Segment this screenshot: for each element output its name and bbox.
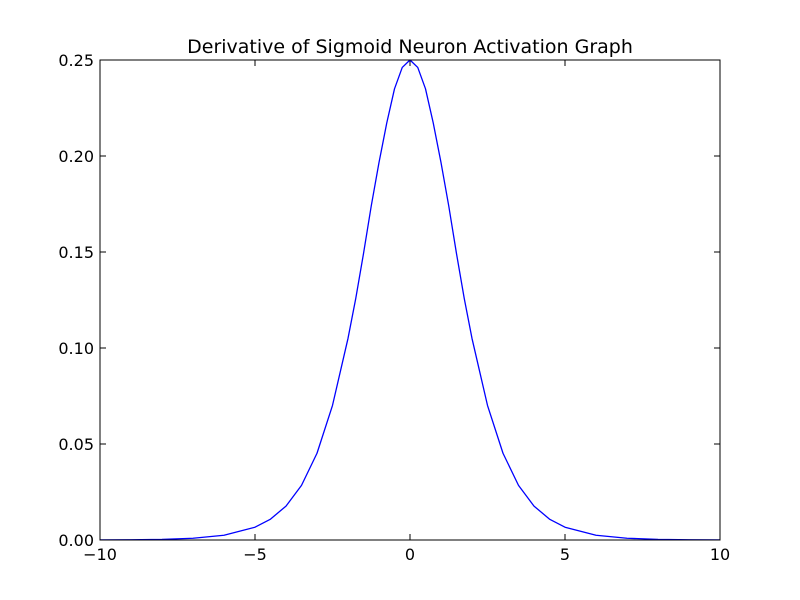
x-tick-label: 0: [405, 545, 415, 564]
x-tick-label: −10: [83, 545, 117, 564]
x-tick-label: 5: [560, 545, 570, 564]
y-tick-label: 0.15: [58, 243, 94, 262]
axis-ticks: [99, 59, 721, 541]
axis-tick-labels: −10 −5 0 5 10 0.00 0.05 0.10 0.15 0.20 0.25: [58, 51, 730, 564]
y-tick-label: 0.00: [58, 531, 94, 550]
y-tick-label: 0.10: [58, 339, 94, 358]
plot-frame: [99, 59, 721, 541]
y-tick-label: 0.05: [58, 435, 94, 454]
y-tick-label: 0.20: [58, 147, 94, 166]
plot-series: [99, 59, 721, 541]
x-tick-label: −5: [243, 545, 267, 564]
y-tick-label: 0.25: [58, 51, 94, 70]
series-line-0: [99, 59, 721, 541]
x-tick-label: 10: [710, 545, 730, 564]
chart-title: Derivative of Sigmoid Neuron Activation …: [187, 36, 633, 58]
